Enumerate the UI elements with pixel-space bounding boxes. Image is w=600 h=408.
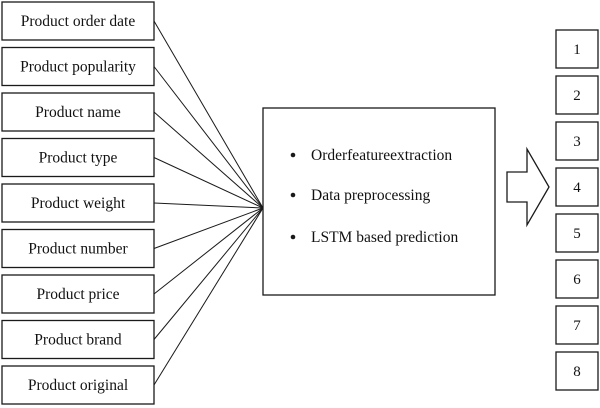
feature-box [1,365,155,405]
output-box [555,213,599,253]
output-item: 3 [555,121,599,161]
feature-item: Product popularity [1,46,155,87]
right-arrow-icon [506,146,550,228]
output-list: 1 2 3 4 5 6 7 8 [555,29,599,391]
feature-item: Product order date [1,1,155,41]
bullet-icon [290,234,296,240]
output-label: 2 [573,88,581,104]
output-box [555,305,599,345]
process-box [262,107,496,296]
feature-item: Product original [1,365,155,405]
output-label: 5 [573,226,581,242]
output-box [555,259,599,299]
feature-box [1,137,155,178]
feature-box [1,183,155,223]
feature-label: Product popularity [20,59,136,76]
bullet-icon [290,192,296,198]
feature-box [1,319,155,360]
connector-line [153,207,264,295]
feature-item: Product price [1,274,155,314]
output-item: 5 [555,213,599,253]
connector-line [153,207,264,249]
process-panel: Orderfeatureextraction Data preprocessin… [262,107,496,296]
connector-line [153,66,264,209]
output-label: 8 [573,364,581,380]
feature-box [1,46,155,87]
feature-label: Product brand [34,332,122,349]
output-label: 1 [573,42,581,58]
output-label: 3 [573,134,581,150]
output-item: 1 [555,29,599,69]
process-step-label: Data preprocessing [311,187,430,204]
output-box [555,167,599,207]
process-step-label: Orderfeatureextraction [311,147,452,164]
output-item: 7 [555,305,599,345]
output-label: 7 [573,318,581,334]
feature-item: Product brand [1,319,155,360]
feature-item: Product number [1,228,155,269]
feature-label: Product weight [31,195,126,212]
feature-list: Product order date Product popularity Pr… [1,1,155,405]
feature-box [1,228,155,269]
feature-label: Product type [39,150,118,167]
process-step-label: LSTM based prediction [311,229,458,246]
feature-item: Product type [1,137,155,178]
feature-box [1,274,155,314]
feature-label: Product original [28,377,128,394]
feature-label: Product order date [21,13,136,30]
feature-box [1,1,155,41]
feature-label: Product price [36,286,119,303]
output-box [555,351,599,391]
output-item: 2 [555,75,599,115]
feature-label: Product name [35,104,121,121]
connector-line [153,157,264,209]
connector-line [153,20,264,209]
feature-item: Product weight [1,183,155,223]
output-item: 6 [555,259,599,299]
connector-line [153,111,264,209]
connector-line [153,207,264,386]
feature-box [1,92,155,132]
output-box [555,29,599,69]
feature-connectors [153,20,264,386]
feature-label: Product number [28,241,128,258]
output-box [555,75,599,115]
connector-line [153,207,264,340]
output-item: 8 [555,351,599,391]
connector-line [153,202,264,209]
output-box [555,121,599,161]
feature-item: Product name [1,92,155,132]
output-item: 4 [555,167,599,207]
process-step: Data preprocessing [290,187,430,204]
process-step: Orderfeatureextraction [290,147,452,164]
bullet-icon [290,152,296,158]
output-label: 6 [573,272,581,288]
process-step: LSTM based prediction [290,229,458,246]
output-label: 4 [573,180,581,196]
